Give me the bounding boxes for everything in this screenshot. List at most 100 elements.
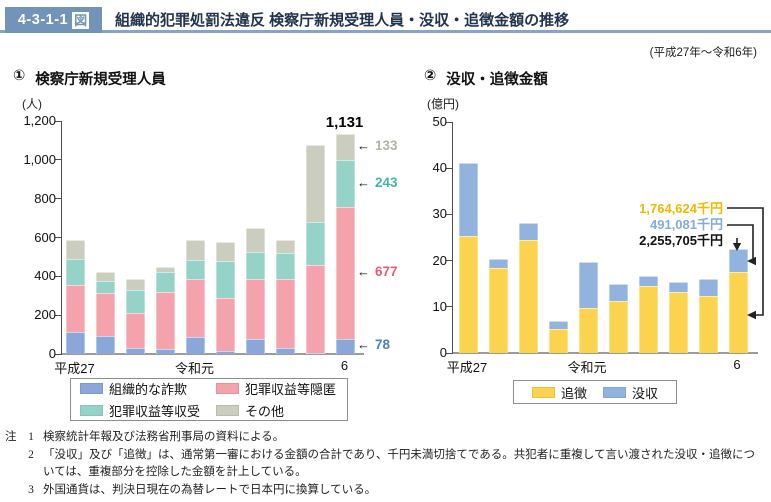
bar-segment-追徴	[548, 329, 568, 353]
header-rule	[0, 30, 771, 33]
bar-segment-その他	[156, 267, 175, 272]
y-axis-tick-label: 600	[34, 229, 56, 245]
bar-segment-追徴	[728, 271, 748, 353]
bar-segment-その他	[66, 239, 85, 260]
stacked-bar	[216, 241, 235, 354]
bar-segment-追徴	[638, 286, 658, 353]
segment-callout: ← 133	[357, 138, 398, 153]
y-axis-tick-label: 400	[34, 268, 56, 284]
note-text: 「没収」及び「追徴」は、通常第一審における金額の合計であり、千円未満切捨てである…	[43, 448, 755, 479]
y-axis-tick	[446, 213, 453, 215]
annotation-bosshu-amount: 491,081千円	[650, 217, 723, 232]
chart1-unit-label: (人)	[22, 97, 42, 111]
figure-number: 4-3-1-1	[17, 12, 69, 28]
note-item: 1 検察統計年報及び法務省刑事局の資料による。	[26, 429, 765, 447]
bar-segment-犯罪収益等収受	[216, 261, 235, 298]
segment-callout-value: 133	[375, 138, 398, 154]
bar-segment-犯罪収益等収受	[186, 260, 205, 280]
y-axis-tick-label: 40	[432, 160, 447, 176]
legend-label: 犯罪収益等収受	[109, 404, 201, 419]
legend-item-その他: その他	[216, 401, 347, 420]
bar-segment-犯罪収益等収受	[246, 251, 265, 279]
chart2-x-axis-line	[453, 352, 758, 354]
chart2-legend: 追徴 没収	[513, 380, 677, 404]
bar-segment-没収	[488, 258, 508, 268]
bar-segment-犯罪収益等隠匿	[306, 265, 325, 353]
legend-item-犯罪収益等収受: 犯罪収益等収受	[80, 401, 216, 420]
stacked-bar	[186, 239, 205, 354]
figure-title: 組織的犯罪処罰法違反 検察庁新規受理人員・没収・追徴金額の推移	[115, 12, 570, 29]
chart1-number: ①	[13, 68, 26, 84]
bar-segment-犯罪収益等収受	[306, 222, 325, 266]
y-axis-tick	[55, 159, 62, 161]
notes-list: 1 検察統計年報及び法務省刑事局の資料による。 2 「没収」及び「追徴」は、通常第一審…	[26, 429, 765, 499]
segment-callout: ← 677	[357, 264, 398, 279]
segment-callout-value: 677	[375, 264, 398, 280]
bar-segment-没収	[518, 223, 538, 240]
y-axis-tick-label: 50	[432, 114, 447, 129]
chart-confiscation-collection-amount: ② 没収・追徴金額 (億円) 平成27 令和元 6 1,764,624千円 491,…	[407, 66, 771, 380]
bar-segment-犯罪収益等収受	[156, 271, 175, 292]
y-axis-tick-label: 0	[439, 345, 447, 360]
legend-label: その他	[245, 404, 285, 419]
segment-callout: ← 78	[357, 337, 390, 352]
legend-swatch	[80, 405, 103, 416]
bar-segment-追徴	[488, 267, 508, 353]
x-axis-tick-label: 6	[733, 357, 741, 372]
annotation-total-amount: 2,255,705千円	[639, 233, 723, 248]
legend-swatch	[603, 386, 626, 398]
bar-segment-その他	[306, 144, 325, 223]
note-item: 2 「没収」及び「追徴」は、通常第一審における金額の合計であり、千円未満切捨てであ…	[26, 447, 765, 482]
y-axis-tick	[55, 275, 62, 277]
bar-segment-追徴	[608, 300, 628, 353]
stacked-bar	[548, 320, 568, 353]
y-axis-tick	[55, 314, 62, 316]
stacked-bar	[458, 163, 478, 353]
y-axis-tick	[55, 237, 62, 238]
legend-label: 追徴	[560, 385, 587, 401]
bar-segment-没収	[698, 279, 718, 296]
bar-segment-没収	[638, 275, 658, 287]
legend-label: 没収	[632, 385, 659, 401]
bar-segment-犯罪収益等隠匿	[156, 291, 175, 350]
chart1-title: 検察庁新規受理人員	[35, 72, 166, 88]
y-axis-tick	[446, 167, 453, 169]
y-axis-tick-label: 1,000	[23, 151, 56, 167]
legend-swatch	[216, 383, 239, 394]
segment-callout: ← 243	[357, 175, 398, 190]
chart2-unit-label: (億円)	[427, 97, 459, 111]
bar-segment-犯罪収益等隠匿	[336, 207, 355, 339]
left-arrow-icon: ←	[357, 337, 370, 353]
chart1-plot-area	[55, 120, 364, 355]
bar-segment-組織的な詐欺	[216, 350, 235, 354]
bar-segment-その他	[336, 134, 355, 161]
stacked-bar	[518, 223, 538, 353]
legend-item-没収: 没収	[603, 383, 658, 402]
bar-segment-犯罪収益等隠匿	[186, 279, 205, 337]
y-axis-tick-label: 200	[34, 307, 56, 323]
chart2-number: ②	[424, 68, 437, 84]
segment-callout-value: 78	[375, 337, 391, 353]
legend-swatch	[216, 405, 239, 416]
bar-segment-犯罪収益等隠匿	[66, 285, 85, 333]
chart-prosecution-newly-received: ① 検察庁新規受理人員 (人) 平成27 令和元 6 0 200 400 600 800 1,…	[0, 66, 400, 380]
bar-segment-犯罪収益等収受	[126, 289, 145, 314]
last-bar-total-label: 1,131	[325, 114, 364, 132]
legend-item-犯罪収益等隠匿: 犯罪収益等隠匿	[216, 379, 347, 398]
chart1-heading: ① 検察庁新規受理人員	[13, 68, 166, 89]
bar-segment-組織的な詐欺	[186, 336, 205, 354]
stacked-bar	[126, 279, 145, 354]
stacked-bar	[156, 267, 175, 354]
note-number: 2	[28, 448, 34, 461]
legend-swatch	[80, 383, 103, 394]
y-axis-tick	[446, 121, 453, 123]
y-axis-tick	[446, 260, 453, 262]
bar-segment-没収	[608, 283, 628, 301]
bar-segment-犯罪収益等収受	[276, 252, 295, 280]
bar-segment-犯罪収益等収受	[336, 160, 355, 208]
stacked-bar	[66, 239, 85, 354]
y-axis-tick-label: 30	[432, 206, 447, 222]
bar-segment-その他	[126, 279, 145, 290]
bar-segment-追徴	[518, 239, 538, 353]
bar-segment-没収	[548, 320, 568, 330]
